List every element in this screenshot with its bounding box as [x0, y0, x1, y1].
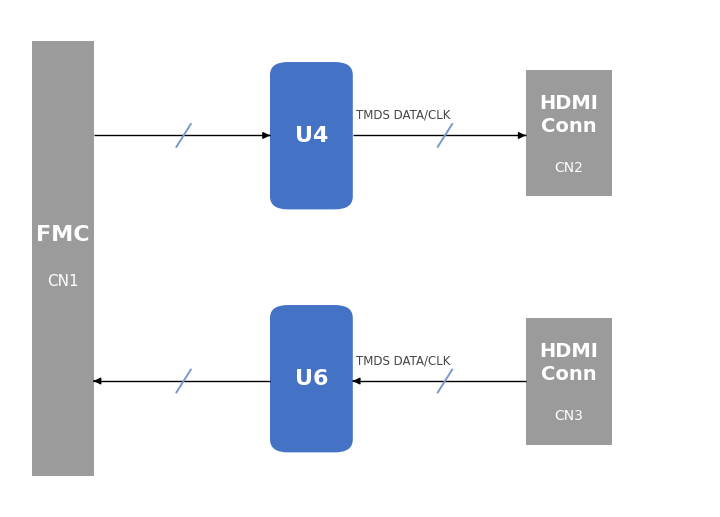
Text: U6: U6	[294, 369, 328, 389]
Text: CN2: CN2	[554, 161, 583, 175]
Text: CN1: CN1	[48, 274, 78, 290]
Text: TMDS DATA/CLK: TMDS DATA/CLK	[356, 354, 451, 367]
Text: U4: U4	[294, 126, 328, 146]
Text: CN3: CN3	[554, 409, 583, 423]
FancyBboxPatch shape	[270, 305, 353, 452]
Bar	[526, 318, 612, 445]
Text: TMDS DATA/CLK: TMDS DATA/CLK	[356, 109, 451, 121]
Text: FMC: FMC	[36, 225, 90, 245]
Bar	[32, 41, 94, 476]
Bar	[526, 70, 612, 196]
Text: HDMI
Conn: HDMI Conn	[539, 342, 598, 384]
Text: HDMI
Conn: HDMI Conn	[539, 94, 598, 136]
FancyBboxPatch shape	[270, 62, 353, 209]
